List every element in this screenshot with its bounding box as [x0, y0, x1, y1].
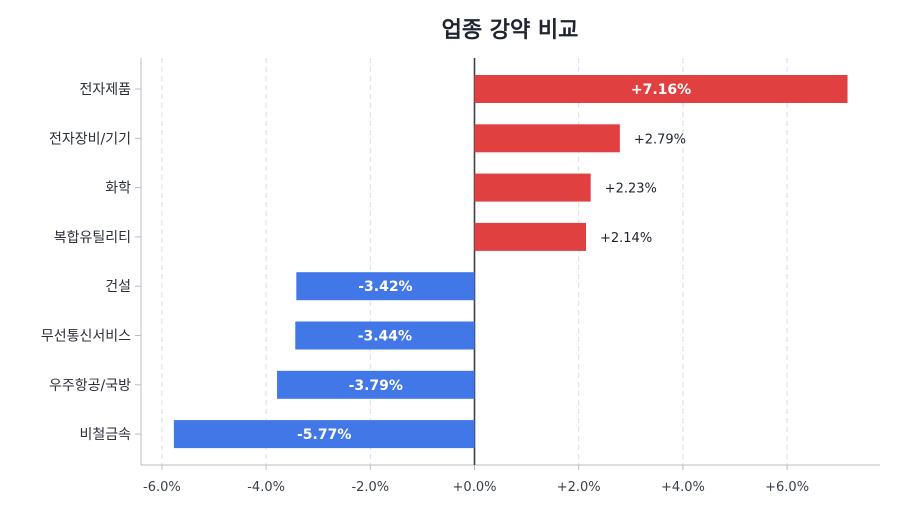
bars — [173, 75, 848, 449]
value-label-5: -3.44% — [358, 329, 412, 345]
category-label-7: 비철금속 — [79, 427, 131, 443]
category-label-5: 무선통신서비스 — [41, 329, 131, 345]
category-label-6: 우주항공/국방 — [49, 378, 131, 394]
x-tick-label-2: -2.0% — [351, 480, 389, 495]
bar-6 — [277, 370, 475, 399]
bar-1 — [474, 124, 620, 153]
value-labels: +7.16% +2.79% +2.23% +2.14% -3.42% -3.44% -3.7… — [297, 82, 691, 443]
value-label-2: +2.23% — [605, 182, 657, 197]
value-label-6: -3.79% — [349, 378, 403, 394]
x-ticks: -6.0% -4.0% -2.0% +0.0% +2.0% +4.0% +6.0% — [143, 465, 809, 495]
axes — [140, 58, 880, 466]
value-label-4: -3.42% — [358, 279, 412, 295]
value-label-0: +7.16% — [631, 82, 691, 98]
x-tick-label-1: -4.0% — [247, 480, 285, 495]
bar-2 — [474, 173, 591, 202]
category-label-1: 전자장비/기기 — [49, 131, 131, 147]
x-tick-label-4: +2.0% — [557, 480, 601, 495]
bar-5 — [295, 321, 475, 350]
value-label-7: -5.77% — [297, 427, 351, 443]
bar-3 — [474, 222, 586, 251]
x-tick-label-0: -6.0% — [143, 480, 181, 495]
x-tick-label-6: +6.0% — [765, 480, 809, 495]
category-label-3: 복합유틸리티 — [54, 230, 131, 246]
value-label-1: +2.79% — [634, 132, 686, 147]
category-label-2: 화학 — [105, 181, 131, 197]
bar-4 — [296, 272, 475, 301]
category-label-0: 전자제품 — [79, 82, 131, 98]
bar-0 — [474, 75, 848, 103]
chart-title: 업종 강약 비교 — [442, 18, 579, 43]
x-tick-label-5: +4.0% — [661, 480, 705, 495]
value-label-3: +2.14% — [600, 231, 652, 246]
category-label-4: 건설 — [105, 279, 131, 295]
x-tick-label-3: +0.0% — [453, 480, 497, 495]
bar-7 — [173, 420, 475, 449]
